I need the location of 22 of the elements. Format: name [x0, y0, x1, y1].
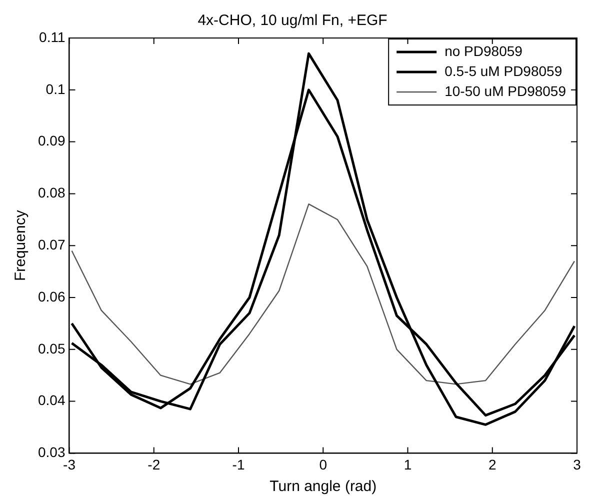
y-tick-label: 0.03 — [38, 444, 66, 460]
y-tick-label: 0.11 — [39, 28, 66, 45]
x-tick-label: -3 — [63, 456, 76, 472]
x-tick-label: 3 — [573, 456, 582, 472]
y-tick-label: 0.04 — [38, 392, 66, 408]
y-tick-label: 0.1 — [46, 80, 66, 97]
y-tick-label: 0.05 — [38, 340, 66, 356]
x-tick-label: 1 — [404, 456, 412, 472]
x-tick-label: -2 — [148, 456, 160, 472]
y-tick-label: 0.07 — [38, 236, 66, 252]
y-tick-label: 0.08 — [38, 184, 66, 201]
legend-label: no PD98059 — [444, 42, 523, 59]
x-tick-label: 2 — [488, 456, 496, 472]
y-tick-label: 0.09 — [38, 132, 66, 149]
y-tick-label: 0.06 — [38, 288, 66, 304]
x-tick-label: 0 — [319, 456, 328, 472]
chart-title: 4x-CHO, 10 ug/ml Fn, +EGF — [198, 12, 388, 30]
legend-label: 0.5-5 uM PD98059 — [444, 62, 562, 79]
x-tick-label: -1 — [232, 456, 245, 472]
y-axis-title: Frequency — [12, 210, 30, 282]
legend-label: 10-50 uM PD98059 — [444, 82, 566, 99]
x-axis-title: Turn angle (rad) — [270, 478, 377, 496]
